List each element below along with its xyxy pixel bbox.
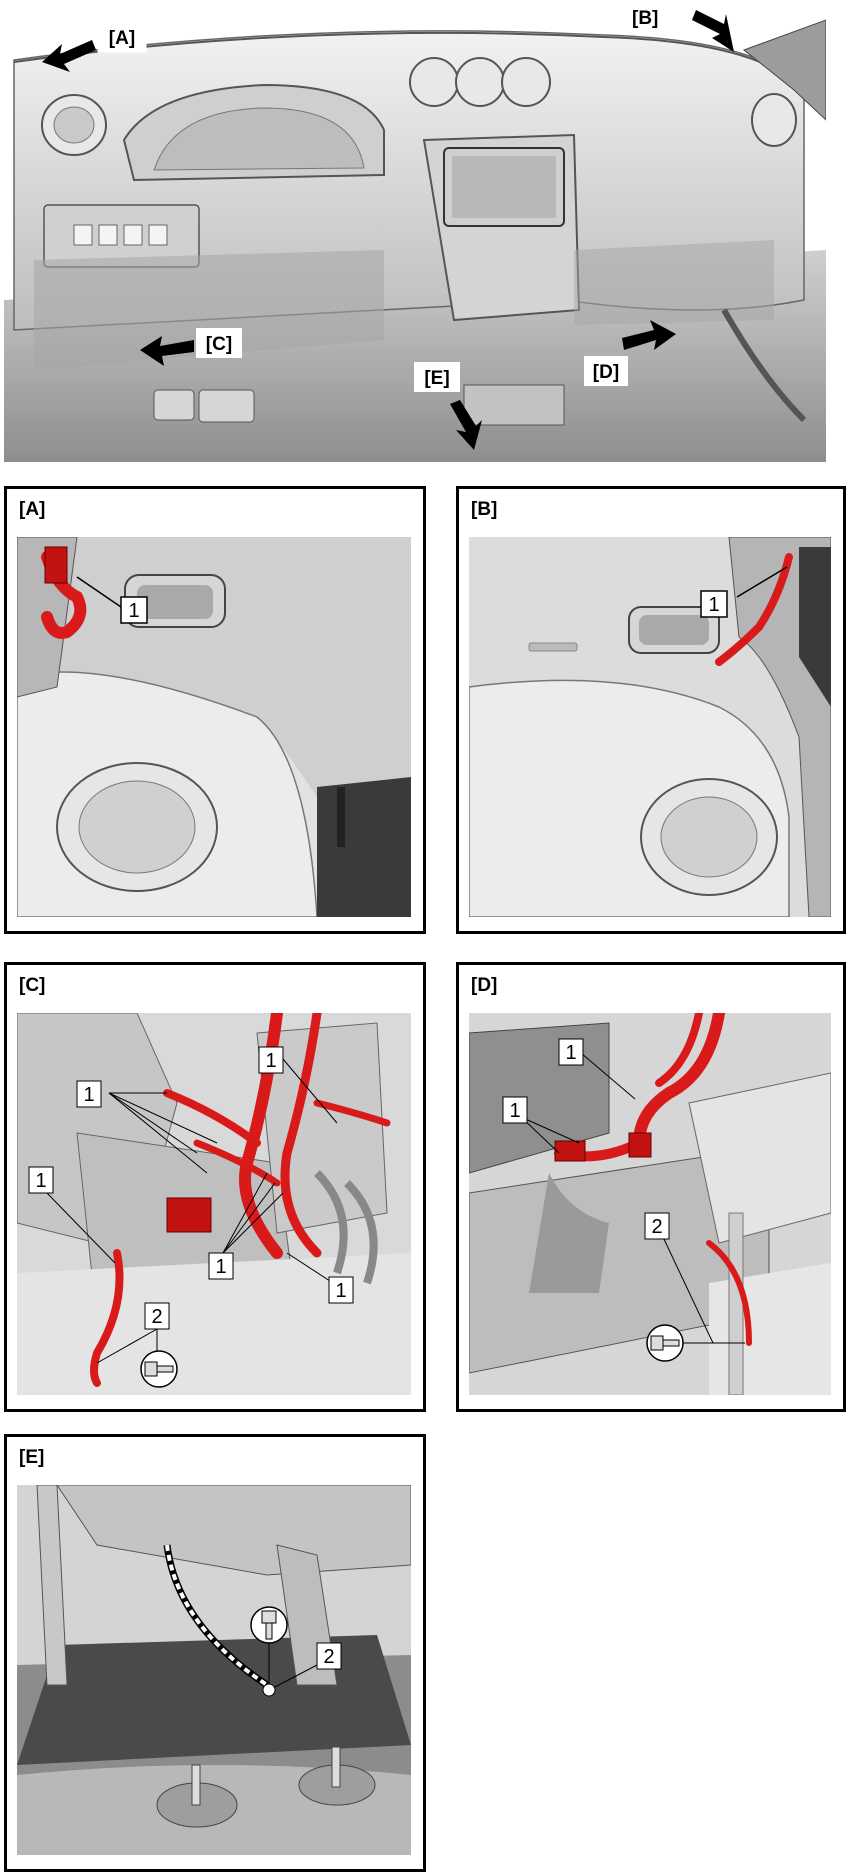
callout-c-1e: 1: [335, 1280, 346, 1302]
center-vent-2: [455, 57, 505, 107]
detail-panel-b: [B] 1: [456, 486, 846, 934]
arrow-a: [42, 40, 96, 72]
dashboard-overview-illustration: [A] [B] [C] [D] [E]: [4, 0, 827, 462]
callout-c-2: 2: [151, 1306, 162, 1328]
detail-panel-e: [E] 2: [4, 1434, 426, 1872]
callout-c-1c: 1: [35, 1170, 46, 1192]
label-b: [B]: [632, 8, 658, 29]
callout-c-1d: 1: [215, 1256, 226, 1278]
right-air-vent: [751, 93, 797, 147]
console-underside: [56, 1485, 411, 1576]
connector-block: [166, 1197, 212, 1233]
arrow-d: [622, 320, 676, 350]
panel-d-drawing: 1 1 2: [469, 1013, 831, 1395]
label-a: [A]: [109, 28, 135, 49]
label-e: [E]: [424, 368, 449, 389]
callout-c-group: 1 1 1 1 1 2: [28, 1046, 354, 1364]
bracket-panel: [688, 1072, 831, 1244]
callout-c-1a: 1: [83, 1084, 94, 1106]
bolt-icon: [250, 1606, 288, 1644]
accelerator-pedal: [198, 389, 255, 423]
panel-d-title: [D]: [471, 975, 498, 996]
under-dash-wiring-zone: [34, 250, 384, 370]
label-a-box: [A]: [97, 21, 147, 53]
brake-pedal: [153, 389, 195, 421]
bolt-icon: [140, 1350, 178, 1388]
label-d: [D]: [593, 362, 619, 383]
center-vent-3: [501, 57, 551, 107]
callout-e-2: 2: [323, 1646, 334, 1668]
callout-c-1b: 1: [265, 1050, 276, 1072]
console-bottom: [463, 384, 565, 426]
callout-d-2: 2: [651, 1216, 662, 1238]
arrow-b: [692, 10, 734, 52]
ground-cable: [165, 1544, 269, 1687]
panel-c-drawing: 1 1 1 1 1 2: [17, 1013, 411, 1395]
panel-a-title: [A]: [19, 499, 46, 520]
callout-b-1: 1: [708, 594, 719, 616]
detail-panel-d: [D] 1 1 2: [456, 962, 846, 1412]
floor-tunnel: [17, 1635, 411, 1765]
panel-b-title: [B]: [471, 499, 498, 520]
arrow-c: [140, 336, 194, 366]
callout-a-1: 1: [128, 600, 139, 622]
callout-d-1b: 1: [509, 1100, 520, 1122]
wiring-harness: [715, 553, 793, 666]
panel-a-drawing: 1: [17, 537, 411, 917]
callout-d-1a: 1: [565, 1042, 576, 1064]
detail-panel-c: [C] 1 1: [4, 962, 426, 1412]
panel-e-title: [E]: [19, 1447, 45, 1468]
arrow-e: [450, 400, 482, 450]
label-c: [C]: [206, 334, 232, 355]
bolt-icon: [646, 1324, 684, 1362]
center-vent-1: [409, 57, 459, 107]
panel-c-title: [C]: [19, 975, 46, 996]
detail-panel-a: [A] 1: [4, 486, 426, 934]
panel-e-drawing: 2: [17, 1485, 411, 1855]
panel-b-drawing: 1: [469, 537, 831, 917]
dashboard-overview-drawing: [A] [B] [C] [D] [E]: [4, 0, 827, 462]
